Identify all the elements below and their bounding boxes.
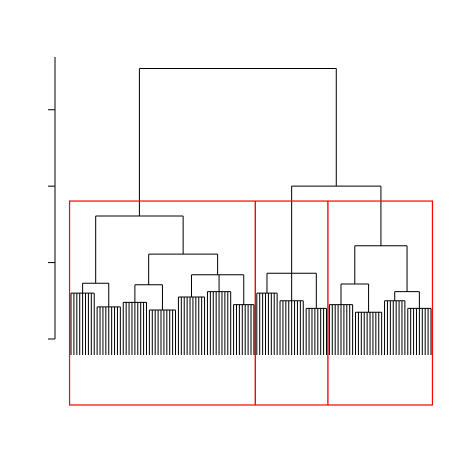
cluster-box [327,200,434,406]
